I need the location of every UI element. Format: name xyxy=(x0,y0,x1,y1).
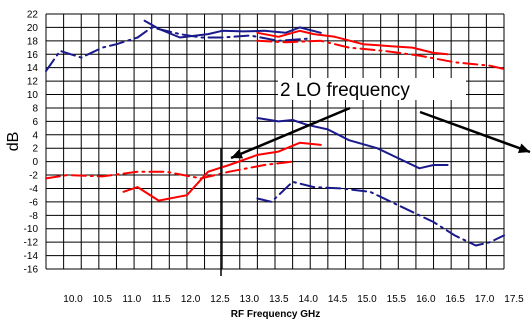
series-line-5 xyxy=(256,117,449,170)
y-tick-label: 10 xyxy=(27,90,39,101)
series-line-2 xyxy=(143,19,322,39)
series-line-8 xyxy=(122,141,322,202)
x-tick-label: 10.0 xyxy=(63,294,83,305)
y-tick-label: -12 xyxy=(24,238,39,249)
y-tick-label: 16 xyxy=(27,50,39,61)
x-tick-label: 14.0 xyxy=(298,294,318,305)
grid xyxy=(45,13,505,270)
x-tick-label: 11.5 xyxy=(152,294,171,305)
x-tick-label: 12.0 xyxy=(181,294,201,305)
series-line-1 xyxy=(45,26,308,72)
y-tick-label: -2 xyxy=(29,171,38,182)
series-line-6 xyxy=(256,180,505,247)
x-tick-label: 17.5 xyxy=(504,294,524,305)
y-tick-label: 20 xyxy=(27,23,39,34)
annotation-arrow-left-head xyxy=(231,149,244,159)
y-axis-title: dB xyxy=(5,132,22,152)
y-tick-label: 12 xyxy=(27,77,39,88)
y-tick-label: -16 xyxy=(24,265,39,276)
x-axis-title: RF Frequency GHz xyxy=(231,309,320,320)
x-tick-label: 15.0 xyxy=(357,294,377,305)
x-tick-label: 13.0 xyxy=(240,294,260,305)
x-tick-label: 15.5 xyxy=(387,294,407,305)
series-line-7 xyxy=(45,160,294,180)
y-tick-label: 0 xyxy=(32,157,38,168)
y-tick-label: 4 xyxy=(32,130,38,141)
x-tick-labels: 10.0 10.5 11.0 11.5 12.0 12.5 13.0 13.5 14.0 14.5… xyxy=(63,294,524,305)
y-tick-label: 18 xyxy=(27,36,39,47)
annotation-group xyxy=(230,78,531,160)
annotation-arrow-right-head xyxy=(517,143,530,153)
x-tick-label: 13.5 xyxy=(269,294,289,305)
series-line-4 xyxy=(256,39,505,70)
y-tick-label: -6 xyxy=(29,197,38,208)
series-line-3 xyxy=(256,29,449,56)
annotation-box xyxy=(278,78,466,100)
y-tick-label: 6 xyxy=(32,117,38,128)
annotation-arrow-left xyxy=(230,106,351,160)
y-tick-label: 2 xyxy=(32,144,38,155)
x-tick-label: 12.5 xyxy=(210,294,230,305)
y-tick-label: 8 xyxy=(32,103,38,114)
x-tick-label: 11.0 xyxy=(122,294,141,305)
y-tick-label: 22 xyxy=(27,10,39,21)
annotation-text: 2 LO frequency xyxy=(280,80,410,101)
x-tick-label: 10.5 xyxy=(93,294,113,305)
x-tick-label: 17.0 xyxy=(475,294,495,305)
y-tick-label: -8 xyxy=(29,211,38,222)
x-tick-label: 16.0 xyxy=(416,294,436,305)
y-tick-label: 14 xyxy=(27,63,39,74)
y-tick-label: -10 xyxy=(24,224,39,235)
x-tick-label: 16.5 xyxy=(445,294,465,305)
y-tick-label: -4 xyxy=(29,184,38,195)
annotation-arrow-right xyxy=(419,110,531,154)
y-tick-label: -14 xyxy=(24,251,39,262)
series-group xyxy=(45,19,505,247)
x-tick-label: 14.5 xyxy=(328,294,348,305)
